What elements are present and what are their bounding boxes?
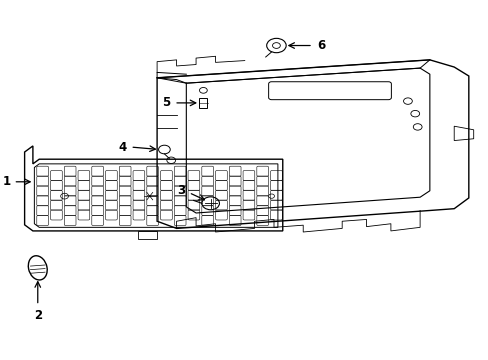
Text: 4: 4 xyxy=(119,140,127,153)
Text: 2: 2 xyxy=(34,309,42,322)
Bar xyxy=(199,98,207,108)
Text: 6: 6 xyxy=(316,39,325,52)
Text: 5: 5 xyxy=(162,96,170,109)
Text: 1: 1 xyxy=(3,175,11,188)
Text: 3: 3 xyxy=(177,184,185,197)
